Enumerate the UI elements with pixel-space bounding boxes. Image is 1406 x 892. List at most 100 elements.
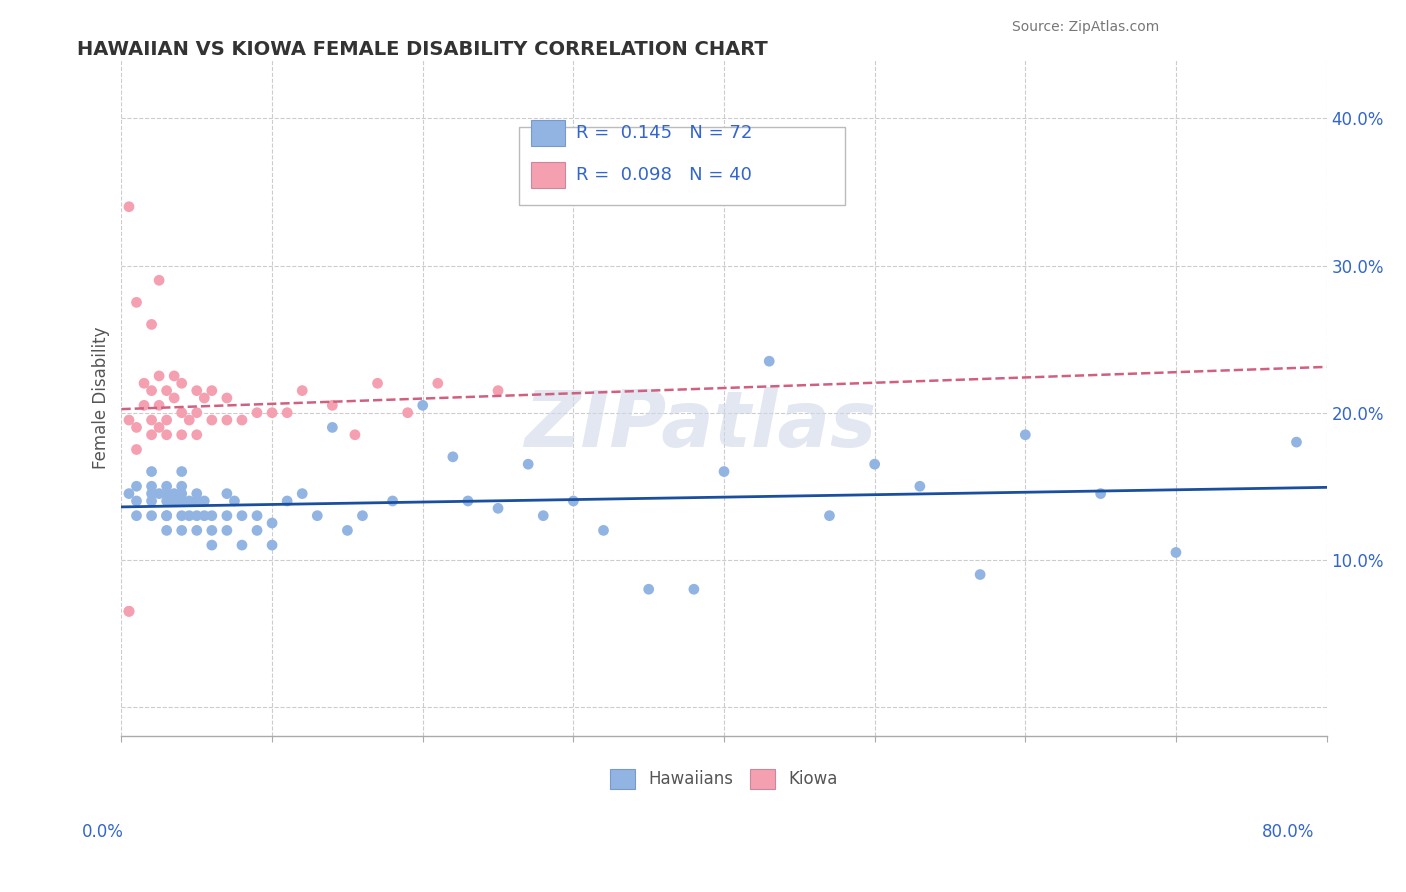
Point xyxy=(156,427,179,442)
Point xyxy=(170,427,193,442)
Point xyxy=(201,538,224,552)
Point xyxy=(246,524,269,538)
Point xyxy=(170,376,193,391)
Point xyxy=(170,494,193,508)
Point xyxy=(141,486,163,500)
Point xyxy=(1090,486,1112,500)
Point xyxy=(291,486,314,500)
Point xyxy=(441,450,464,464)
FancyBboxPatch shape xyxy=(531,162,565,188)
Point xyxy=(141,427,163,442)
Point xyxy=(758,354,780,368)
Point xyxy=(336,524,359,538)
Point xyxy=(125,479,148,493)
Point xyxy=(132,398,155,412)
Point xyxy=(163,494,186,508)
Text: HAWAIIAN VS KIOWA FEMALE DISABILITY CORRELATION CHART: HAWAIIAN VS KIOWA FEMALE DISABILITY CORR… xyxy=(77,40,768,59)
Point xyxy=(156,413,179,427)
Point xyxy=(201,413,224,427)
Point xyxy=(125,494,148,508)
Point xyxy=(148,486,170,500)
Point xyxy=(186,508,208,523)
Point xyxy=(683,582,706,597)
Point xyxy=(201,524,224,538)
Point xyxy=(457,494,479,508)
Point xyxy=(908,479,931,493)
Point xyxy=(215,486,238,500)
Point xyxy=(637,582,659,597)
Point xyxy=(291,384,314,398)
Point xyxy=(156,508,179,523)
Point xyxy=(215,524,238,538)
Point xyxy=(321,398,343,412)
Point xyxy=(193,494,215,508)
Point xyxy=(141,479,163,493)
Point xyxy=(343,427,366,442)
Point xyxy=(186,427,208,442)
Point xyxy=(156,524,179,538)
Point xyxy=(1014,427,1036,442)
Point xyxy=(118,413,141,427)
Point xyxy=(262,516,284,530)
Point xyxy=(141,318,163,332)
Point xyxy=(186,494,208,508)
Point xyxy=(163,368,186,383)
FancyBboxPatch shape xyxy=(531,120,565,145)
FancyBboxPatch shape xyxy=(519,128,845,205)
Point xyxy=(276,406,298,420)
Point xyxy=(396,406,419,420)
Point xyxy=(141,508,163,523)
Point xyxy=(246,508,269,523)
Point xyxy=(118,604,141,618)
Point xyxy=(132,376,155,391)
Point xyxy=(156,479,179,493)
Point xyxy=(352,508,374,523)
Point xyxy=(1285,435,1308,450)
Point xyxy=(215,413,238,427)
Point xyxy=(276,494,298,508)
Point xyxy=(426,376,449,391)
Text: R =  0.145   N = 72: R = 0.145 N = 72 xyxy=(576,124,752,142)
Point xyxy=(163,391,186,405)
Point xyxy=(231,413,253,427)
Point xyxy=(170,479,193,493)
Point xyxy=(224,494,246,508)
Point xyxy=(262,406,284,420)
Point xyxy=(186,406,208,420)
Point xyxy=(148,398,170,412)
Point xyxy=(186,524,208,538)
Point xyxy=(141,494,163,508)
Point xyxy=(367,376,389,391)
Point xyxy=(125,508,148,523)
Point xyxy=(486,501,509,516)
Point xyxy=(179,494,201,508)
Point xyxy=(170,524,193,538)
Point xyxy=(231,538,253,552)
Point xyxy=(969,567,991,582)
Point xyxy=(193,391,215,405)
Point xyxy=(818,508,841,523)
Point xyxy=(193,508,215,523)
Point xyxy=(148,273,170,287)
Point xyxy=(141,384,163,398)
Point xyxy=(141,465,163,479)
Text: 0.0%: 0.0% xyxy=(82,822,124,840)
Point xyxy=(125,420,148,434)
Text: Source: ZipAtlas.com: Source: ZipAtlas.com xyxy=(1012,21,1160,34)
Point xyxy=(863,457,886,471)
Point xyxy=(592,524,614,538)
Point xyxy=(713,465,735,479)
Point xyxy=(486,384,509,398)
Text: 80.0%: 80.0% xyxy=(1263,822,1315,840)
Point xyxy=(156,494,179,508)
Point xyxy=(1164,545,1187,559)
Point xyxy=(148,368,170,383)
Point xyxy=(141,413,163,427)
Y-axis label: Female Disability: Female Disability xyxy=(93,326,110,469)
Point xyxy=(186,384,208,398)
Legend: Hawaiians, Kiowa: Hawaiians, Kiowa xyxy=(603,762,845,796)
Point xyxy=(170,406,193,420)
Point xyxy=(321,420,343,434)
Point xyxy=(186,486,208,500)
Point xyxy=(412,398,434,412)
